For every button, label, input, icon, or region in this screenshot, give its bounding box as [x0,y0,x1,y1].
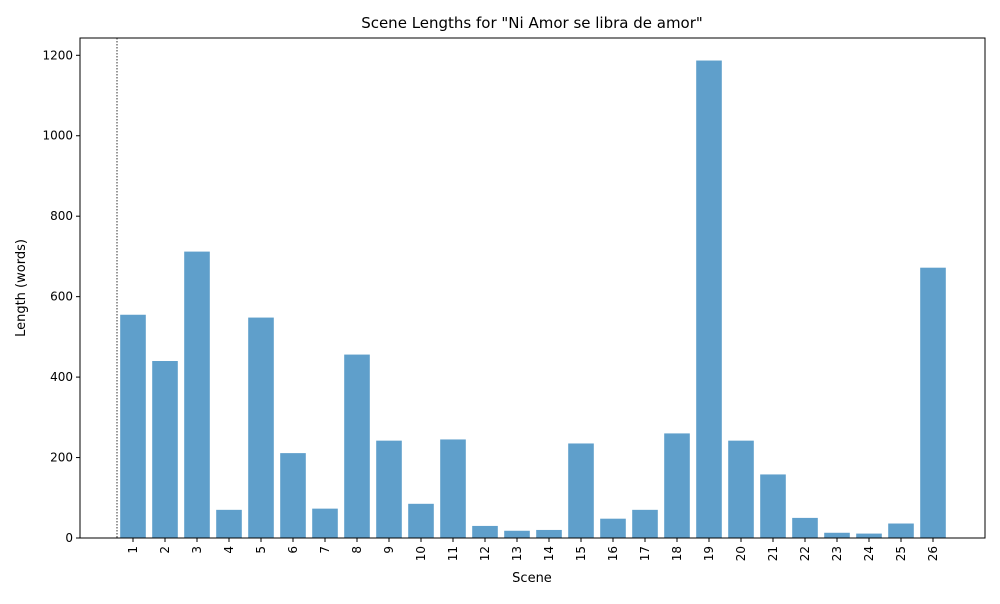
y-tick-label-1200: 1200 [42,48,73,62]
y-axis-label: Length (words) [14,239,29,337]
bar-scene-3 [184,251,210,538]
x-tick-label-5: 5 [254,546,268,554]
y-tick-label-600: 600 [50,290,73,304]
bar-scene-5 [248,317,274,538]
x-tick-label-3: 3 [190,546,204,554]
bar-scene-15 [568,443,594,538]
x-tick-label-21: 21 [766,546,780,561]
y-tick-label-400: 400 [50,370,73,384]
bar-scene-19 [696,60,722,538]
y-tick-label-0: 0 [65,531,73,545]
bar-scene-12 [472,525,498,538]
x-tick-label-22: 22 [798,546,812,561]
x-tick-label-2: 2 [158,546,172,554]
bar-scene-7 [312,508,338,538]
x-tick-label-1: 1 [126,546,140,554]
bar-scene-9 [376,440,402,538]
bar-scene-24 [856,533,882,538]
x-tick-label-7: 7 [318,546,332,554]
x-tick-label-26: 26 [926,546,940,561]
x-tick-label-10: 10 [414,546,428,561]
bar-scene-16 [600,518,626,538]
bar-scene-18 [664,433,690,538]
bar-scene-23 [824,532,850,538]
x-tick-label-24: 24 [862,546,876,561]
y-tick-label-1000: 1000 [42,129,73,143]
x-tick-label-11: 11 [446,546,460,561]
bar-scene-10 [408,503,434,538]
x-tick-label-19: 19 [702,546,716,561]
chart-title: Scene Lengths for "Ni Amor se libra de a… [361,14,703,32]
y-tick-label-800: 800 [50,209,73,223]
bar-scene-17 [632,509,658,538]
x-tick-label-14: 14 [542,546,556,561]
x-tick-label-25: 25 [894,546,908,561]
x-tick-label-8: 8 [350,546,364,554]
x-tick-label-4: 4 [222,546,236,554]
x-tick-label-16: 16 [606,546,620,561]
bar-scene-25 [888,523,914,538]
x-tick-label-20: 20 [734,546,748,561]
x-tick-label-17: 17 [638,546,652,561]
bar-scene-11 [440,439,466,538]
bar-scene-20 [728,440,754,538]
bar-scene-14 [536,529,562,538]
bar-scene-21 [760,474,786,538]
x-tick-label-12: 12 [478,546,492,561]
x-tick-label-6: 6 [286,546,300,554]
x-tick-label-13: 13 [510,546,524,561]
bar-scene-6 [280,453,306,538]
bar-scene-26 [920,267,946,538]
axes-frame [79,37,986,539]
x-tick-label-18: 18 [670,546,684,561]
bar-scene-13 [504,530,530,538]
x-axis-label: Scene [512,571,552,586]
bar-scene-1 [120,314,146,538]
bar-scene-22 [792,517,818,538]
bar-scene-8 [344,354,370,538]
x-tick-label-15: 15 [574,546,588,561]
bar-scene-4 [216,509,242,538]
bar-scene-2 [152,361,178,538]
y-tick-label-200: 200 [50,451,73,465]
x-tick-label-9: 9 [382,546,396,554]
x-tick-label-23: 23 [830,546,844,561]
